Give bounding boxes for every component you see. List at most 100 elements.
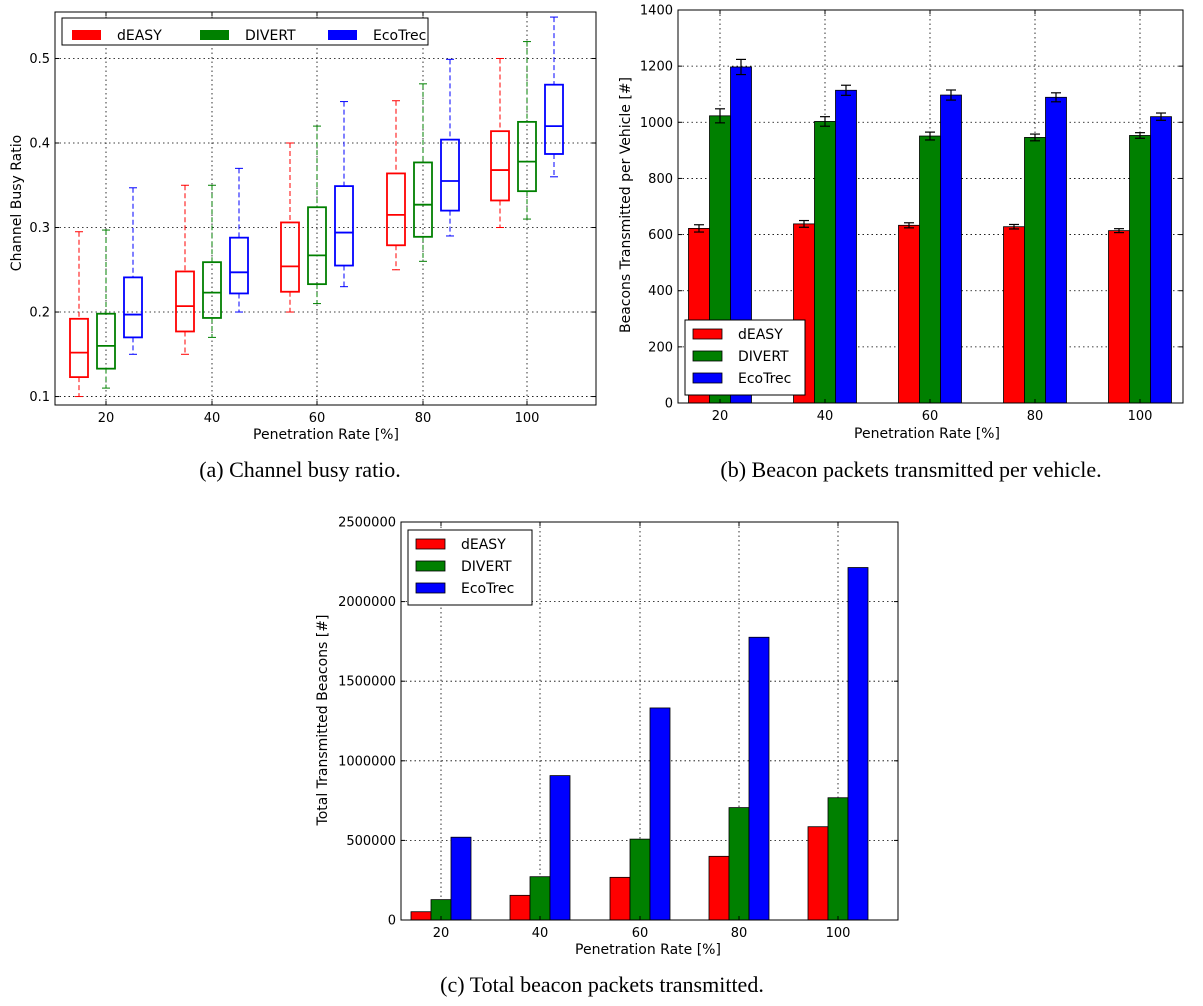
- box-iqr: [69, 317, 89, 379]
- y-tick-label: 200: [648, 340, 673, 355]
- error-bar-deasy-80: [1009, 223, 1019, 230]
- y-tick-label: 2000000: [338, 595, 396, 610]
- error-bar-ecotrec-20: [736, 58, 746, 76]
- y-tick-label: 1000000: [338, 754, 396, 769]
- box-iqr: [490, 130, 510, 202]
- y-tick-label: 0: [665, 397, 673, 412]
- box-deasy-60: [280, 142, 300, 313]
- box-deasy-20: [69, 231, 89, 398]
- ylabel-c: Total Transmitted Beacons [#]: [315, 615, 331, 827]
- x-tick-label-80: 80: [415, 411, 432, 426]
- bar-deasy-80: [1003, 226, 1025, 404]
- error-bar-divert-60: [925, 131, 935, 141]
- x-tick-label-20: 20: [433, 926, 450, 941]
- bar-ecotrec-60: [649, 707, 671, 921]
- xlabel-b: Penetration Rate [%]: [854, 426, 1000, 442]
- legend-swatch-divert: [200, 30, 229, 40]
- bar-ecotrec-100: [847, 567, 869, 921]
- box-iqr: [96, 312, 116, 370]
- xlabel-a: Penetration Rate [%]: [253, 427, 399, 443]
- box-iqr: [334, 185, 354, 267]
- error-bar-deasy-20: [694, 224, 704, 233]
- error-bar-divert-80: [1030, 133, 1040, 142]
- box-iqr: [544, 83, 564, 155]
- y-tick-label: 400: [648, 284, 673, 299]
- box-iqr: [280, 221, 300, 293]
- bar-divert-100: [827, 797, 849, 921]
- legend-swatch-ecotrec: [328, 30, 357, 40]
- x-tick-label-60: 60: [309, 411, 326, 426]
- bar-divert-80: [1024, 137, 1046, 404]
- y-tick-label: 1400: [640, 4, 673, 19]
- ylabel-a: Channel Busy Ratio: [9, 135, 25, 271]
- x-tick-label-20: 20: [98, 411, 115, 426]
- error-bar-ecotrec-40: [841, 84, 851, 96]
- error-bar-divert-20: [715, 108, 725, 124]
- box-deasy-40: [175, 184, 195, 355]
- bar-ecotrec-80: [748, 636, 770, 921]
- box-deasy-80: [386, 100, 406, 271]
- legend-swatch-divert: [692, 350, 723, 362]
- box-iqr: [413, 161, 433, 238]
- error-bar-divert-100: [1135, 132, 1145, 139]
- y-tick-label: 1500000: [338, 675, 396, 690]
- box-divert-80: [413, 83, 433, 262]
- chart-panel-c: 20 40 60 80 100 0 500000 1000000 1500000 2000000 2…: [338, 516, 899, 941]
- y-tick-label: 600: [648, 228, 673, 243]
- bar-divert-80: [728, 807, 750, 921]
- y-tick-label: 1000: [640, 116, 673, 131]
- x-tick-label-100: 100: [1128, 409, 1153, 424]
- box-deasy-100: [490, 57, 510, 229]
- bar-divert-60: [919, 135, 941, 404]
- y-tick-label: 0.1: [29, 390, 50, 405]
- ylabel-b: Beacons Transmitted per Vehicle [#]: [618, 77, 634, 333]
- caption-c: (c) Total beacon packets transmitted.: [440, 972, 764, 997]
- x-tick-label-60: 60: [632, 926, 649, 941]
- legend-label-ecotrec: EcoTrec: [373, 28, 426, 44]
- plot-frame: [54, 11, 597, 406]
- bar-divert-60: [629, 838, 651, 921]
- bar-deasy-20: [410, 911, 432, 921]
- error-bar-ecotrec-100: [1156, 112, 1166, 121]
- box-ecotrec-60: [334, 101, 354, 288]
- y-tick-label: 0.3: [29, 221, 50, 236]
- box-divert-20: [96, 229, 116, 389]
- bar-divert-40: [529, 876, 551, 921]
- legend-label-divert: DIVERT: [461, 559, 512, 575]
- x-tick-label-40: 40: [817, 409, 834, 424]
- legend-label-deasy: dEASY: [461, 537, 506, 553]
- box-iqr: [307, 206, 327, 286]
- box-ecotrec-20: [123, 187, 143, 355]
- x-tick-label-60: 60: [922, 409, 939, 424]
- legend-label-deasy: dEASY: [117, 28, 162, 44]
- y-tick-label: 0.2: [29, 306, 50, 321]
- legend-swatch-deasy: [72, 30, 101, 40]
- bar-deasy-100: [1108, 230, 1130, 404]
- legend-label-ecotrec: EcoTrec: [738, 371, 791, 387]
- x-tick-label-40: 40: [532, 926, 549, 941]
- error-bar-ecotrec-80: [1051, 92, 1061, 103]
- box-iqr: [440, 138, 460, 212]
- bar-deasy-60: [898, 224, 920, 404]
- legend-label-deasy: dEASY: [738, 327, 783, 343]
- xlabel-c: Penetration Rate [%]: [575, 942, 721, 958]
- box-iqr: [175, 270, 195, 333]
- legend-label-divert: DIVERT: [738, 349, 789, 365]
- box-iqr: [202, 261, 222, 319]
- x-tick-label-100: 100: [515, 411, 540, 426]
- legend-swatch-divert: [415, 560, 446, 572]
- x-tick-label-100: 100: [826, 926, 851, 941]
- bar-ecotrec-100: [1150, 116, 1172, 404]
- bar-divert-100: [1129, 135, 1151, 404]
- error-bar-deasy-40: [799, 219, 809, 228]
- error-bar-deasy-60: [904, 222, 914, 229]
- bar-deasy-100: [807, 826, 829, 921]
- bar-deasy-60: [609, 876, 631, 921]
- error-bar-deasy-100: [1114, 228, 1124, 234]
- box-ecotrec-100: [544, 16, 564, 178]
- chart-panel-a: 20 40 60 80 100 0.1 0.2 0.3 0.4 0.5: [29, 11, 597, 426]
- x-tick-label-80: 80: [731, 926, 748, 941]
- legend-frame: [61, 17, 429, 46]
